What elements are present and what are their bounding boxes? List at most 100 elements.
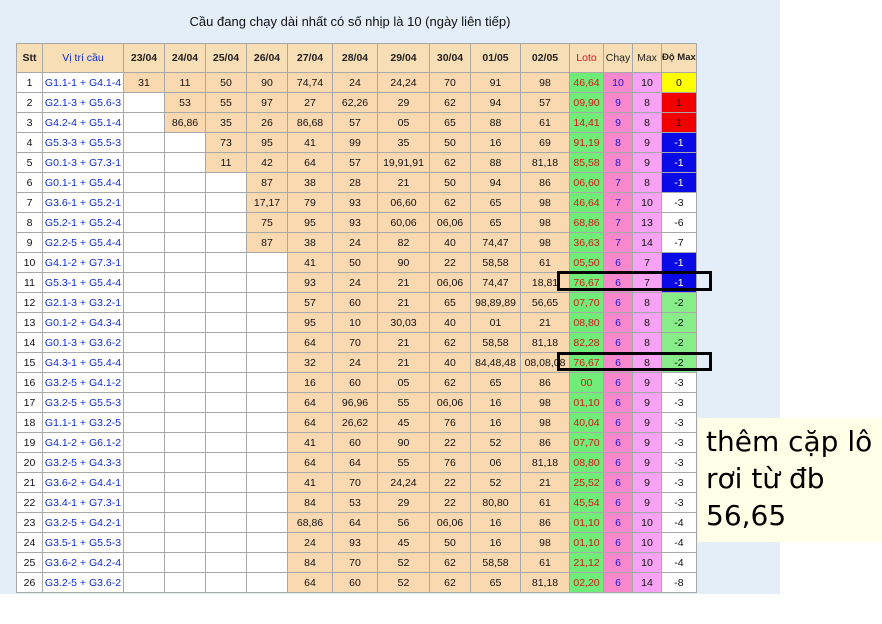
day-value-cell: 41: [287, 252, 333, 273]
max-cell: 10: [632, 512, 662, 533]
bridge-position-link[interactable]: G3.4-1 + G7.3-1: [42, 492, 124, 513]
day-value-cell: [164, 552, 206, 573]
bridge-position-link[interactable]: G3.2-5 + G4.2-1: [42, 512, 124, 533]
day-value-cell: [246, 512, 288, 533]
max-cell: 14: [632, 572, 662, 593]
day-value-cell: 35: [205, 112, 247, 133]
table-row: 20 G3.2-5 + G4.3-3 64 64 55 76 06 81,18 08,80 6 9-…: [16, 452, 697, 473]
bridge-position-link[interactable]: G3.6-2 + G4.2-4: [42, 552, 124, 573]
day-value-cell: [123, 312, 165, 333]
day-value-cell: 31: [123, 72, 165, 93]
day-value-cell: 62: [429, 332, 471, 353]
max-cell: 13: [632, 212, 662, 233]
day-value-cell: [246, 292, 288, 313]
day-value-cell: 16: [470, 392, 521, 413]
chay-cell: 6: [603, 412, 633, 433]
chay-cell: 8: [603, 152, 633, 173]
do-max-cell: -2: [661, 352, 697, 373]
chay-cell: 7: [603, 212, 633, 233]
bridge-position-link[interactable]: G0.1-2 + G4.3-4: [42, 312, 124, 333]
do-max-cell: -3: [661, 192, 697, 213]
day-value-cell: 01: [470, 312, 521, 333]
bridge-position-link[interactable]: G5.3-3 + G5.5-3: [42, 132, 124, 153]
loto-cell: 08,80: [569, 312, 604, 333]
bridge-position-link[interactable]: G1.1-1 + G3.2-5: [42, 412, 124, 433]
table-row: 5 G0.1-3 + G7.3-1 11 42 64 57 19,91,91 62 88 81,1…: [16, 152, 697, 173]
day-value-cell: [123, 112, 165, 133]
day-value-cell: [246, 432, 288, 453]
day-value-cell: 61: [520, 252, 570, 273]
bridge-position-link[interactable]: G2.2-5 + G5.4-4: [42, 232, 124, 253]
bridge-position-link[interactable]: G2.1-3 + G3.2-1: [42, 292, 124, 313]
row-number: 15: [16, 352, 43, 373]
row-number: 3: [16, 112, 43, 133]
day-value-cell: [205, 192, 247, 213]
day-value-cell: [205, 532, 247, 553]
day-value-cell: 45: [377, 412, 430, 433]
day-value-cell: [205, 452, 247, 473]
day-value-cell: 16: [470, 132, 521, 153]
bridge-position-link[interactable]: G3.2-5 + G3.6-2: [42, 572, 124, 593]
bridge-position-link[interactable]: G4.1-2 + G7.3-1: [42, 252, 124, 273]
do-max-cell: -1: [661, 152, 697, 173]
day-value-cell: [123, 192, 165, 213]
day-value-cell: 70: [332, 472, 378, 493]
header-do-max: Độ Max: [661, 43, 697, 73]
day-value-cell: 62: [429, 92, 471, 113]
day-value-cell: [205, 312, 247, 333]
bridge-position-link[interactable]: G3.6-2 + G4.4-1: [42, 472, 124, 493]
day-value-cell: 24,24: [377, 72, 430, 93]
bridge-position-link[interactable]: G5.2-1 + G5.2-4: [42, 212, 124, 233]
do-max-cell: -1: [661, 272, 697, 293]
row-number: 22: [16, 492, 43, 513]
day-value-cell: 53: [332, 492, 378, 513]
row-number: 6: [16, 172, 43, 193]
chay-cell: 6: [603, 392, 633, 413]
row-number: 24: [16, 532, 43, 553]
bridge-position-link[interactable]: G2.1-3 + G5.6-3: [42, 92, 124, 113]
header-loto: Loto: [569, 43, 604, 73]
day-value-cell: [164, 512, 206, 533]
table-row: 19 G4.1-2 + G6.1-2 41 60 90 22 52 86 07,70 6 9 -3: [16, 432, 697, 453]
row-number: 8: [16, 212, 43, 233]
day-value-cell: [164, 452, 206, 473]
day-value-cell: 93: [287, 272, 333, 293]
bridge-position-link[interactable]: G4.1-2 + G6.1-2: [42, 432, 124, 453]
day-value-cell: [123, 512, 165, 533]
day-value-cell: 65: [429, 112, 471, 133]
day-value-cell: 21: [377, 332, 430, 353]
loto-cell: 00: [569, 372, 604, 393]
bridge-position-link[interactable]: G3.2-5 + G4.1-2: [42, 372, 124, 393]
chay-cell: 6: [603, 312, 633, 333]
header-row: Stt Vị trí cầu 23/04 24/04 25/04 26/04 2…: [16, 43, 697, 73]
do-max-cell: -2: [661, 312, 697, 333]
bridge-position-link[interactable]: G4.3-1 + G5.4-4: [42, 352, 124, 373]
day-value-cell: 64: [287, 452, 333, 473]
bridge-position-link[interactable]: G1.1-1 + G4.1-4: [42, 72, 124, 93]
bridge-position-link[interactable]: G5.3-1 + G5.4-4: [42, 272, 124, 293]
bridge-position-link[interactable]: G3.5-1 + G5.5-3: [42, 532, 124, 553]
bridge-position-link[interactable]: G0.1-3 + G3.6-2: [42, 332, 124, 353]
bridge-position-link[interactable]: G0.1-1 + G5.4-4: [42, 172, 124, 193]
day-value-cell: [123, 432, 165, 453]
bridge-position-link[interactable]: G4.2-4 + G5.1-4: [42, 112, 124, 133]
row-number: 5: [16, 152, 43, 173]
bridge-table: Stt Vị trí cầu 23/04 24/04 25/04 26/04 2…: [16, 43, 697, 593]
bridge-position-link[interactable]: G3.6-1 + G5.2-1: [42, 192, 124, 213]
day-value-cell: 61: [520, 492, 570, 513]
day-value-cell: 58,58: [470, 552, 521, 573]
day-value-cell: 24: [287, 532, 333, 553]
note-line: 56,65: [706, 499, 787, 532]
day-value-cell: [164, 132, 206, 153]
day-value-cell: 05: [377, 372, 430, 393]
bridge-position-link[interactable]: G3.2-5 + G5.5-3: [42, 392, 124, 413]
bridge-position-link[interactable]: G3.2-5 + G4.3-3: [42, 452, 124, 473]
day-value-cell: 64: [287, 332, 333, 353]
table-row: 18 G1.1-1 + G3.2-5 64 26,62 45 76 16 98 40,04 6 9-…: [16, 412, 697, 433]
day-value-cell: 62: [429, 152, 471, 173]
note-line: thêm cặp lô: [706, 425, 873, 458]
day-value-cell: 95: [287, 312, 333, 333]
day-value-cell: [164, 392, 206, 413]
day-value-cell: 06,06: [429, 512, 471, 533]
bridge-position-link[interactable]: G0.1-3 + G7.3-1: [42, 152, 124, 173]
